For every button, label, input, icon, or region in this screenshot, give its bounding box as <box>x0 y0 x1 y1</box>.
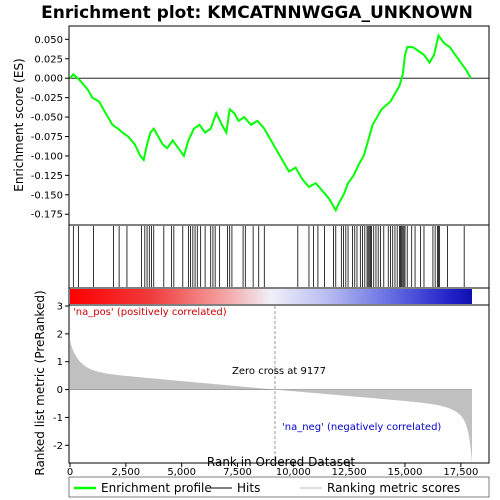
x-axis-ticks: 0 2,500 5,000 7,500 10,000 12,500 15,000 17,500 <box>67 463 478 478</box>
x-tick-label: 10,000 <box>276 467 311 478</box>
zero-cross-label: Zero cross at 9177 <box>232 366 326 377</box>
es-tick-label: 0.000 <box>34 74 63 85</box>
hits-panel-frame <box>68 224 490 289</box>
metric-y-ticks: 3 2 1 0 -1 -2 <box>53 302 69 452</box>
es-tick-label: -0.125 <box>31 171 63 182</box>
x-tick-label: 12,500 <box>332 467 367 478</box>
chart-title: Enrichment plot: KMCATNNWGGA_UNKNOWN <box>41 3 473 23</box>
metric-tick-label: 1 <box>57 357 63 368</box>
es-tick-label: 0.025 <box>34 54 63 65</box>
ranking-metric-group <box>70 306 472 463</box>
x-axis-label: Rank in Ordered Dataset <box>207 455 355 469</box>
legend-label: Enrichment profile <box>101 481 212 495</box>
hit-markers-group <box>72 226 465 287</box>
metric-tick-label: 0 <box>57 385 63 396</box>
metric-tick-label: -2 <box>53 441 63 452</box>
metric-tick-label: -1 <box>53 413 63 424</box>
x-tick-label: 2,500 <box>112 467 141 478</box>
legend-box <box>68 476 490 498</box>
x-tick-label: 0 <box>67 467 73 478</box>
es-y-axis-label: Enrichment score (ES) <box>12 58 26 191</box>
ranking-heat-band <box>70 289 472 304</box>
es-tick-label: -0.150 <box>31 190 63 201</box>
metric-panel-frame <box>68 304 490 464</box>
x-tick-label: 15,000 <box>388 467 423 478</box>
metric-tick-label: 2 <box>57 329 63 340</box>
legend-group: Enrichment profile Hits Ranking metric sco… <box>74 481 460 495</box>
legend-label: Hits <box>237 481 260 495</box>
enrichment-profile-group <box>69 33 472 213</box>
pos-correlation-label: 'na_pos' (positively correlated) <box>73 307 227 318</box>
enrichment-profile-line <box>69 33 472 213</box>
ranking-metric-area <box>70 340 472 463</box>
x-tick-label: 17,500 <box>443 467 478 478</box>
es-panel-frame <box>68 25 490 226</box>
es-tick-label: 0.050 <box>34 35 63 46</box>
es-y-ticks: 0.050 0.025 0.000 -0.025 -0.050 -0.075 -0.100 -… <box>31 35 69 221</box>
es-tick-label: -0.075 <box>31 132 63 143</box>
es-tick-label: -0.025 <box>31 93 63 104</box>
x-tick-label: 7,500 <box>223 467 252 478</box>
neg-correlation-label: 'na_neg' (negatively correlated) <box>282 422 441 433</box>
legend-label: Ranking metric scores <box>327 481 460 495</box>
es-tick-label: -0.175 <box>31 210 63 221</box>
metric-tick-label: 3 <box>57 302 63 313</box>
x-tick-label: 5,000 <box>167 467 196 478</box>
es-tick-label: -0.100 <box>31 151 63 162</box>
es-tick-label: -0.050 <box>31 113 63 124</box>
metric-y-axis-label: Ranked list metric (PreRanked) <box>33 290 47 475</box>
